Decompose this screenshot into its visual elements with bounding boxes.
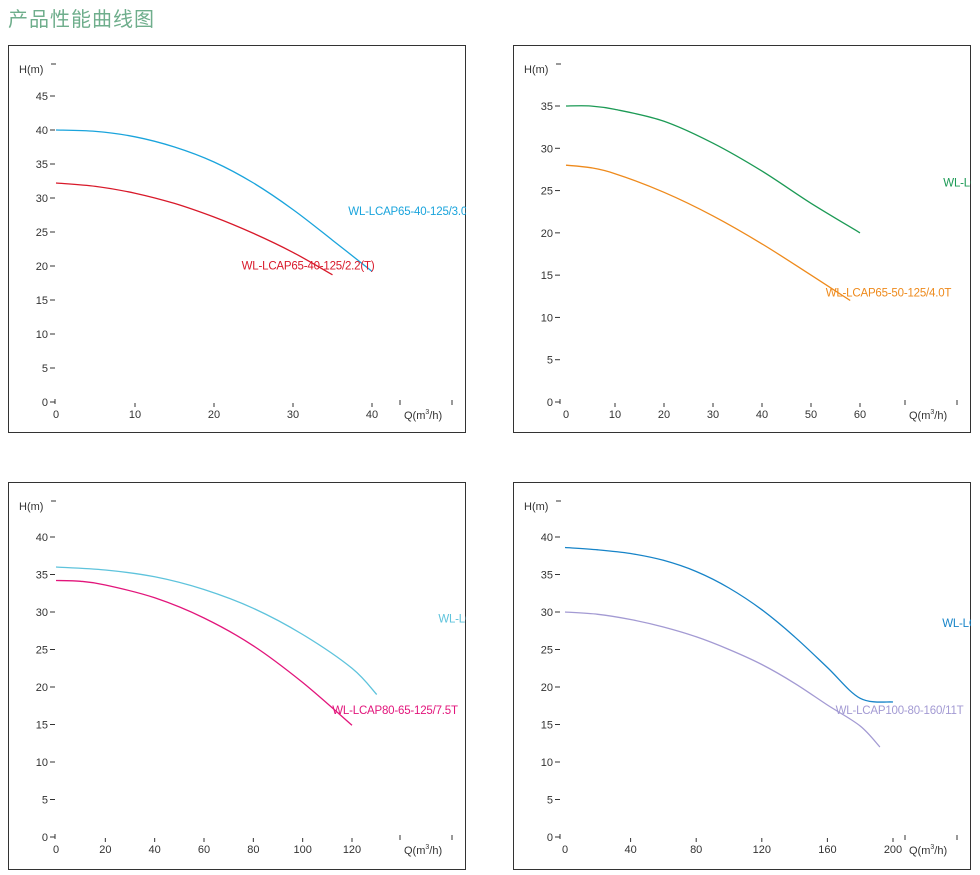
x-tick-label: 0 — [563, 409, 569, 421]
x-tick-label: 200 — [884, 844, 902, 856]
x-axis-label: Q(m3/h) — [909, 844, 947, 857]
chart-3: H(m) 0 5 10 15 20 25 30 35 40 0 40 80 120 160 200 Q(m3/h… — [513, 482, 971, 870]
y-tick-label: 40 — [36, 532, 48, 544]
chart-1: H(m) 0 5 10 15 20 25 30 35 0 10 20 30 40 50 60 Q(m3/h) WL… — [513, 45, 971, 433]
x-tick-label: 80 — [247, 844, 259, 856]
series-line-0 — [55, 566, 378, 695]
series-label-0: WL-LCAP65-50-160/5.5T — [943, 177, 971, 189]
y-tick-label: 5 — [42, 795, 48, 807]
y-tick-label: 10 — [541, 312, 553, 324]
chart-svg: H(m) 0 5 10 15 20 25 30 35 40 45 0 10 20 30 40 Q(m3/h) WL… — [8, 45, 466, 433]
x-axis-label: Q(m3/h) — [404, 844, 442, 857]
chart-svg: H(m) 0 5 10 15 20 25 30 35 0 10 20 30 40 50 60 Q(m3/h) WL… — [513, 45, 971, 433]
series-label-0: WL-LCAP80-65-125/9.2T — [438, 614, 466, 626]
y-tick-label: 15 — [541, 270, 553, 282]
y-tick-label: 35 — [36, 570, 48, 582]
y-tick-label: 35 — [36, 159, 48, 171]
y-tick-label: 20 — [541, 228, 553, 240]
y-tick-label: 10 — [36, 757, 48, 769]
x-tick-label: 120 — [753, 844, 771, 856]
chart-frame — [513, 482, 971, 870]
series-line-1 — [55, 579, 353, 726]
x-tick-label: 50 — [805, 409, 817, 421]
chart-svg: H(m) 0 5 10 15 20 25 30 35 40 0 40 80 120 160 200 Q(m3/h… — [513, 482, 971, 870]
x-tick-label: 160 — [818, 844, 836, 856]
y-tick-label: 10 — [36, 329, 48, 341]
y-axis-label: H(m) — [524, 501, 548, 513]
x-tick-label: 0 — [53, 844, 59, 856]
x-tick-label: 40 — [624, 844, 636, 856]
y-tick-label: 0 — [42, 832, 48, 844]
x-tick-label: 40 — [366, 409, 378, 421]
x-tick-label: 80 — [690, 844, 702, 856]
chart-frame — [8, 45, 466, 433]
x-tick-label: 60 — [198, 844, 210, 856]
y-tick-label: 25 — [36, 645, 48, 657]
y-tick-label: 40 — [36, 125, 48, 137]
y-tick-label: 20 — [36, 261, 48, 273]
y-tick-label: 25 — [541, 186, 553, 198]
x-tick-label: 0 — [53, 409, 59, 421]
page-title: 产品性能曲线图 — [8, 7, 155, 31]
series-label-1: WL-LCAP65-40-125/2.2(T) — [242, 260, 375, 272]
y-tick-label: 20 — [36, 682, 48, 694]
y-tick-label: 5 — [547, 795, 553, 807]
series-line-1 — [565, 164, 851, 302]
chart-svg: H(m) 0 5 10 15 20 25 30 35 40 0 20 40 60 80 100 120 Q(m3/… — [8, 482, 466, 870]
x-tick-label: 120 — [343, 844, 361, 856]
y-tick-label: 5 — [547, 355, 553, 367]
x-tick-label: 60 — [854, 409, 866, 421]
y-tick-label: 30 — [36, 607, 48, 619]
chart-frame — [8, 482, 466, 870]
y-tick-label: 10 — [541, 757, 553, 769]
y-axis-label: H(m) — [524, 64, 548, 76]
y-tick-label: 35 — [541, 570, 553, 582]
y-tick-label: 0 — [42, 397, 48, 409]
x-tick-label: 10 — [609, 409, 621, 421]
x-tick-label: 20 — [658, 409, 670, 421]
y-axis-label: H(m) — [19, 64, 43, 76]
series-label-0: WL-LCAP100-80-160/15T — [942, 618, 971, 630]
x-tick-label: 40 — [149, 844, 161, 856]
y-tick-label: 15 — [541, 720, 553, 732]
series-line-1 — [564, 611, 881, 748]
series-line-0 — [55, 129, 373, 272]
y-tick-label: 25 — [36, 227, 48, 239]
y-axis-label: H(m) — [19, 501, 43, 513]
chart-frame — [513, 45, 971, 433]
x-axis-label: Q(m3/h) — [909, 409, 947, 422]
y-tick-label: 35 — [541, 101, 553, 113]
y-tick-label: 45 — [36, 91, 48, 103]
y-tick-label: 15 — [36, 720, 48, 732]
y-tick-label: 0 — [547, 832, 553, 844]
chart-2: H(m) 0 5 10 15 20 25 30 35 40 0 20 40 60 80 100 120 Q(m3/… — [8, 482, 466, 870]
series-line-1 — [55, 182, 333, 276]
y-tick-label: 0 — [547, 397, 553, 409]
series-label-1: WL-LCAP100-80-160/11T — [836, 705, 964, 717]
x-axis-label: Q(m3/h) — [404, 409, 442, 422]
y-tick-label: 15 — [36, 295, 48, 307]
y-tick-label: 30 — [541, 143, 553, 155]
y-tick-label: 5 — [42, 363, 48, 375]
series-line-0 — [564, 546, 894, 703]
x-tick-label: 30 — [287, 409, 299, 421]
x-tick-label: 100 — [293, 844, 311, 856]
x-tick-label: 20 — [208, 409, 220, 421]
x-tick-label: 0 — [562, 844, 568, 856]
y-tick-label: 30 — [541, 607, 553, 619]
x-tick-label: 40 — [756, 409, 768, 421]
x-tick-label: 30 — [707, 409, 719, 421]
y-tick-label: 40 — [541, 532, 553, 544]
series-label-1: WL-LCAP80-65-125/7.5T — [332, 705, 458, 717]
x-tick-label: 20 — [99, 844, 111, 856]
series-label-1: WL-LCAP65-50-125/4.0T — [826, 287, 952, 299]
series-line-0 — [565, 105, 861, 234]
x-tick-label: 10 — [129, 409, 141, 421]
series-label-0: WL-LCAP65-40-125/3.0T — [348, 206, 466, 218]
y-tick-label: 25 — [541, 645, 553, 657]
y-tick-label: 30 — [36, 193, 48, 205]
chart-0: H(m) 0 5 10 15 20 25 30 35 40 45 0 10 20 30 40 Q(m3/h) WL… — [8, 45, 466, 433]
y-tick-label: 20 — [541, 682, 553, 694]
